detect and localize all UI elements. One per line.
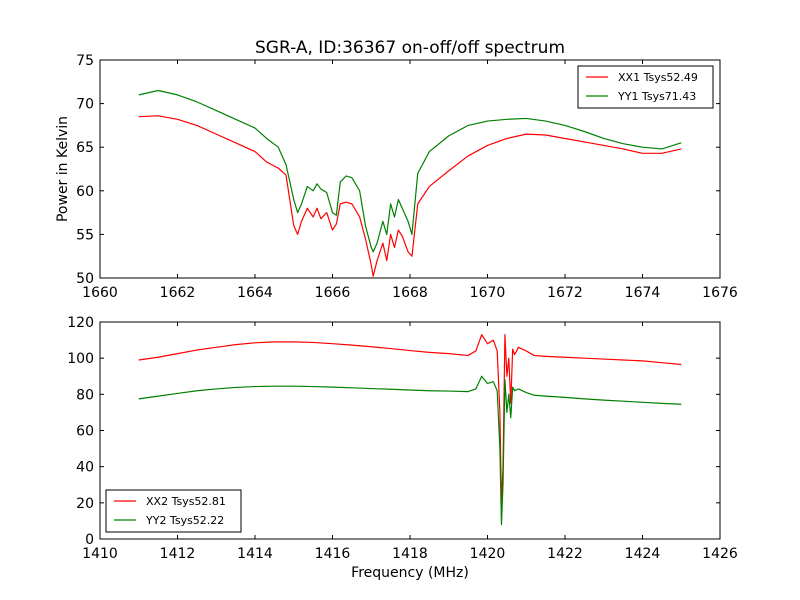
y-tick-label: 100 <box>67 351 94 367</box>
x-tick-label: 1660 <box>82 285 118 301</box>
y-tick-label: 65 <box>76 140 94 156</box>
x-tick-label: 1426 <box>702 546 738 562</box>
legend: XX2 Tsys52.81 YY2 Tsys52.22 <box>105 489 242 533</box>
series-line-1-0 <box>138 334 682 506</box>
bottom-x-axis-label: Frequency (MHz) <box>351 565 469 581</box>
x-tick-label: 1424 <box>625 546 661 562</box>
y-tick-label: 60 <box>76 424 94 440</box>
y-tick-label: 70 <box>76 97 94 113</box>
x-tick-label: 1412 <box>160 546 196 562</box>
x-tick-label: 1418 <box>392 546 428 562</box>
x-tick-label: 1416 <box>315 546 351 562</box>
legend-box <box>105 489 242 533</box>
chart-title: SGR-A, ID:36367 on-off/off spectrum <box>255 38 565 58</box>
x-tick-label: 1668 <box>392 285 428 301</box>
x-tick-label: 1422 <box>547 546 583 562</box>
legend-box <box>577 65 714 109</box>
y-tick-label: 0 <box>85 532 94 548</box>
series-line-0-0 <box>138 115 682 277</box>
x-tick-label: 1414 <box>237 546 273 562</box>
x-tick-label: 1672 <box>547 285 583 301</box>
y-tick-label: 20 <box>76 496 94 512</box>
legend-label: YY2 Tsys52.22 <box>145 514 224 527</box>
x-tick-label: 1420 <box>470 546 506 562</box>
y-tick-label: 55 <box>76 227 94 243</box>
x-tick-label: 1670 <box>470 285 506 301</box>
bottom-plot: 1410 1412 1414 1416 1418 1420 1422 1424 1426 0 20 4… <box>67 315 738 562</box>
top-y-axis-label: Power in Kelvin <box>55 116 71 222</box>
series-line-1-1 <box>138 375 682 526</box>
legend-label: YY1 Tsys71.43 <box>617 90 696 103</box>
legend-label: XX1 Tsys52.49 <box>618 71 698 84</box>
x-tick-label: 1410 <box>82 546 118 562</box>
x-tick-label: 1674 <box>625 285 661 301</box>
y-tick-label: 40 <box>76 460 94 476</box>
x-tick-label: 1666 <box>315 285 351 301</box>
legend: XX1 Tsys52.49 YY1 Tsys71.43 <box>577 65 714 109</box>
top-plot: 1660 1662 1664 1666 1668 1670 1672 1674 1676 50 55… <box>76 53 738 301</box>
series-line-0-1 <box>138 89 682 253</box>
y-tick-label: 80 <box>76 387 94 403</box>
y-tick-label: 50 <box>76 271 94 287</box>
legend-label: XX2 Tsys52.81 <box>146 495 226 508</box>
x-tick-label: 1662 <box>160 285 196 301</box>
y-tick-label: 120 <box>67 315 94 331</box>
x-tick-label: 1676 <box>702 285 738 301</box>
y-tick-label: 75 <box>76 53 94 69</box>
y-tick-label: 60 <box>76 184 94 200</box>
x-tick-label: 1664 <box>237 285 273 301</box>
